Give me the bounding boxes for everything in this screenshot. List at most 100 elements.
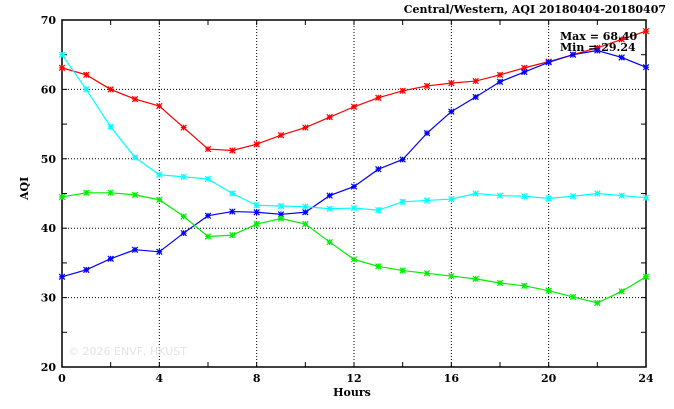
data-point-blue bbox=[131, 246, 139, 253]
data-point-cyan bbox=[58, 51, 66, 58]
data-point-blue bbox=[204, 212, 212, 219]
data-point-blue bbox=[521, 68, 528, 76]
data-point-blue bbox=[326, 192, 333, 199]
data-point-green bbox=[594, 299, 601, 307]
data-point-cyan bbox=[399, 198, 406, 206]
data-point-blue bbox=[83, 266, 90, 274]
data-point-cyan bbox=[204, 175, 212, 183]
data-point-cyan bbox=[594, 190, 601, 197]
data-point-red bbox=[496, 71, 504, 79]
data-point-red bbox=[423, 82, 431, 90]
data-point-green bbox=[545, 287, 552, 294]
data-point-green bbox=[156, 196, 163, 203]
data-point-red bbox=[253, 141, 260, 148]
data-point-red bbox=[472, 77, 479, 85]
y-axis-label: AQI bbox=[18, 176, 31, 200]
data-point-blue bbox=[423, 129, 431, 137]
data-point-red bbox=[204, 145, 212, 153]
data-point-blue bbox=[496, 78, 504, 85]
data-point-red bbox=[180, 124, 187, 131]
data-point-green bbox=[350, 256, 358, 263]
y-tick-label: 30 bbox=[41, 292, 57, 305]
data-point-blue bbox=[277, 211, 285, 218]
data-point-red bbox=[83, 71, 90, 79]
data-point-cyan bbox=[156, 171, 163, 178]
data-point-green bbox=[448, 272, 455, 280]
data-point-cyan bbox=[618, 192, 625, 199]
min-annotation: Min = 29.24 bbox=[560, 41, 636, 54]
data-point-cyan bbox=[350, 204, 358, 212]
data-point-cyan bbox=[472, 190, 479, 197]
plot-frame bbox=[61, 19, 647, 368]
data-point-cyan bbox=[302, 203, 309, 210]
data-point-blue bbox=[642, 63, 650, 71]
data-point-red bbox=[375, 94, 382, 101]
data-point-green bbox=[204, 233, 212, 240]
data-point-red bbox=[131, 95, 139, 103]
data-point-blue bbox=[253, 209, 260, 216]
data-point-red bbox=[521, 64, 528, 72]
data-point-green bbox=[472, 275, 479, 283]
y-tick-label: 40 bbox=[41, 222, 57, 235]
data-point-green bbox=[58, 193, 66, 201]
data-point-green bbox=[642, 273, 650, 281]
data-point-green bbox=[399, 267, 406, 274]
data-point-red bbox=[399, 87, 406, 95]
data-point-blue bbox=[594, 47, 601, 54]
x-tick-label: 20 bbox=[541, 372, 557, 385]
data-point-green bbox=[229, 231, 236, 239]
data-point-green bbox=[569, 293, 577, 301]
data-point-blue bbox=[375, 165, 382, 173]
data-point-blue bbox=[350, 183, 358, 190]
x-tick-label: 4 bbox=[156, 372, 164, 385]
data-point-cyan bbox=[180, 173, 187, 181]
data-point-cyan bbox=[545, 195, 552, 202]
data-point-red bbox=[448, 79, 455, 87]
data-point-cyan bbox=[229, 190, 236, 197]
data-point-red bbox=[302, 124, 309, 131]
data-point-cyan bbox=[375, 206, 382, 214]
data-point-blue bbox=[448, 108, 455, 115]
data-point-blue bbox=[229, 208, 236, 215]
x-tick-label: 16 bbox=[444, 372, 460, 385]
data-point-cyan bbox=[423, 197, 431, 204]
data-point-cyan bbox=[569, 193, 577, 200]
data-point-cyan bbox=[83, 86, 90, 93]
watermark: © 2026 ENVF, HKUST bbox=[68, 345, 187, 358]
data-point-cyan bbox=[326, 205, 333, 212]
x-tick-label: 24 bbox=[638, 372, 654, 385]
data-point-red bbox=[229, 147, 236, 154]
data-point-blue bbox=[618, 54, 625, 61]
y-tick-label: 70 bbox=[41, 14, 57, 27]
data-point-red bbox=[277, 131, 285, 139]
data-point-green bbox=[326, 238, 333, 246]
data-point-green bbox=[302, 220, 309, 228]
data-point-red bbox=[58, 64, 66, 72]
data-point-red bbox=[642, 27, 650, 35]
y-tick-label: 50 bbox=[41, 153, 57, 166]
data-point-blue bbox=[399, 156, 406, 163]
data-point-green bbox=[107, 189, 114, 197]
x-axis-label: Hours bbox=[333, 386, 371, 399]
data-point-blue bbox=[107, 255, 114, 262]
data-point-blue bbox=[545, 59, 552, 66]
data-point-green bbox=[618, 288, 625, 295]
data-point-cyan bbox=[107, 123, 114, 131]
data-point-red bbox=[618, 36, 625, 43]
data-point-cyan bbox=[496, 192, 504, 199]
series-line-red bbox=[61, 30, 647, 152]
data-point-cyan bbox=[521, 193, 528, 200]
y-tick-label: 60 bbox=[41, 83, 57, 96]
x-tick-label: 8 bbox=[253, 372, 261, 385]
data-point-red bbox=[107, 86, 114, 93]
data-point-red bbox=[156, 102, 163, 110]
data-point-green bbox=[423, 270, 431, 277]
data-point-blue bbox=[472, 93, 479, 101]
data-point-blue bbox=[302, 209, 309, 216]
data-point-cyan bbox=[253, 202, 260, 209]
data-point-blue bbox=[58, 273, 66, 281]
data-point-green bbox=[521, 282, 528, 290]
data-point-green bbox=[496, 279, 504, 287]
data-point-cyan bbox=[448, 195, 455, 203]
